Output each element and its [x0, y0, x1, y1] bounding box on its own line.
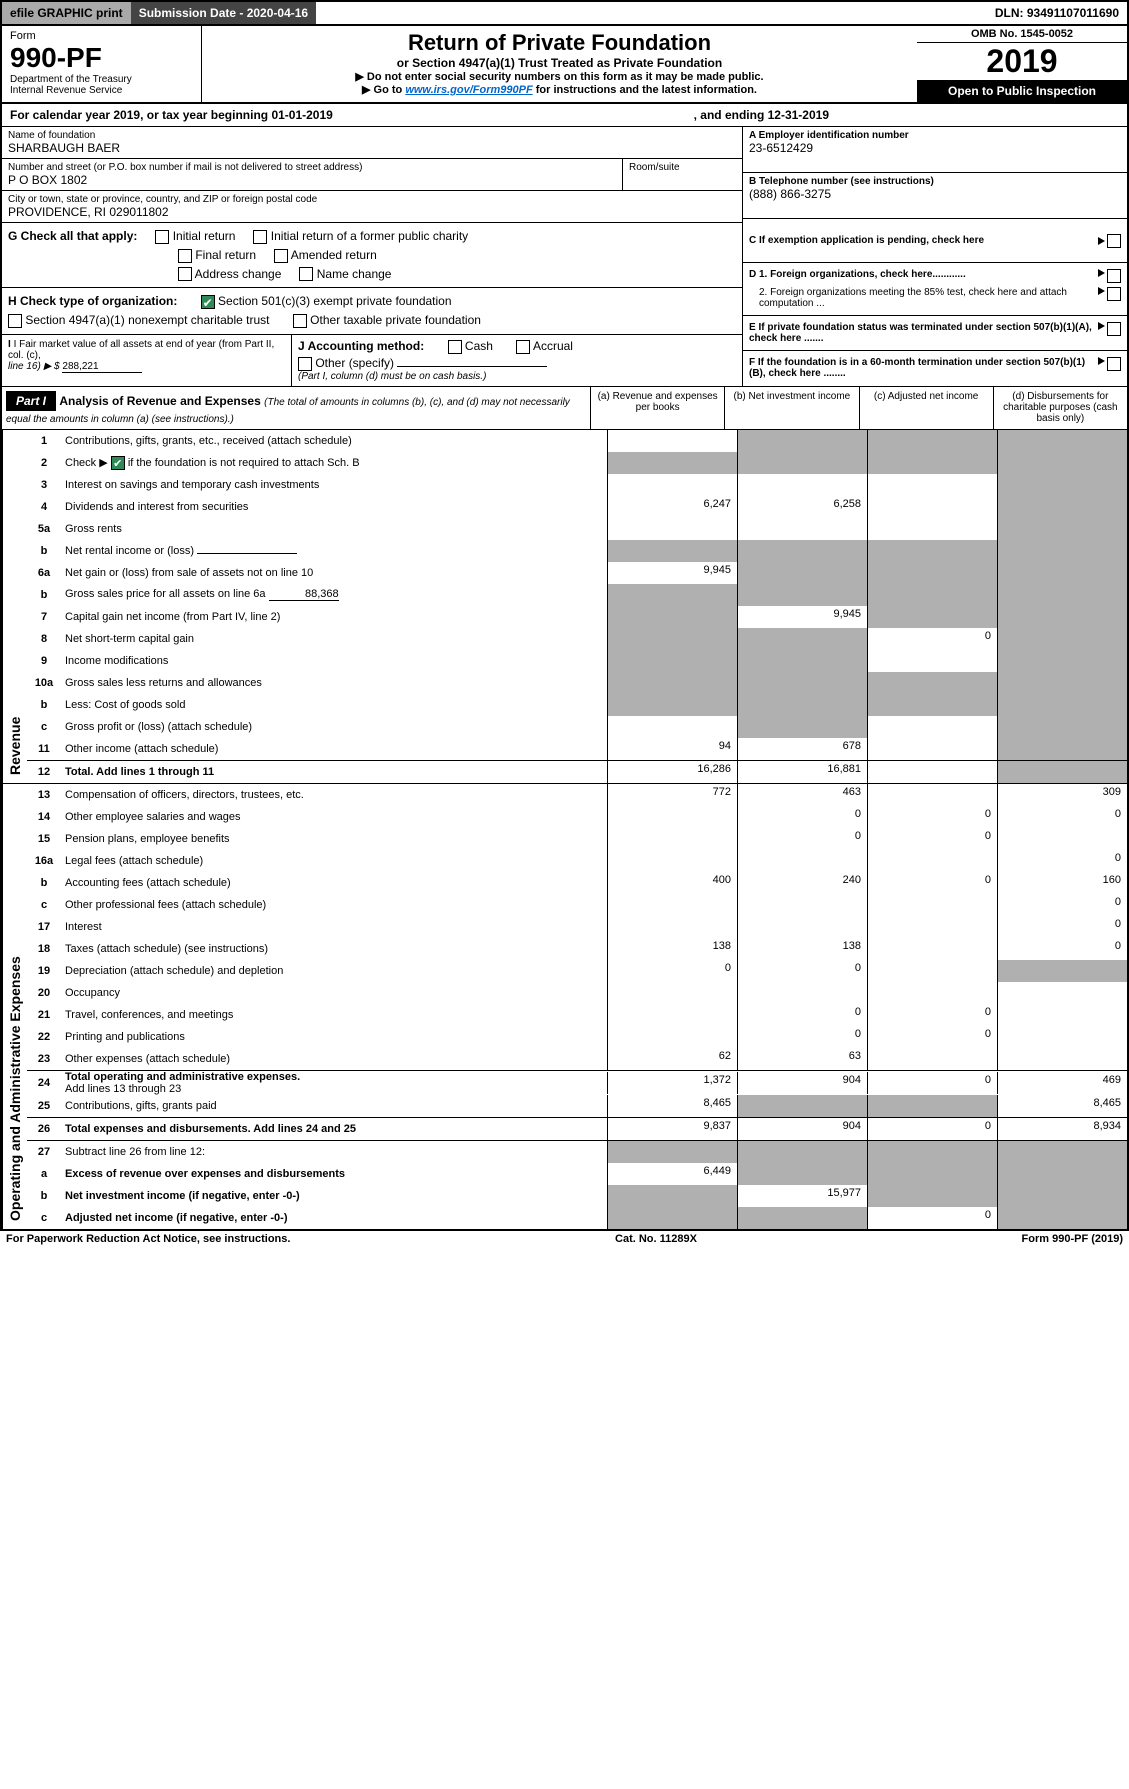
- amended-return-checkbox[interactable]: [274, 249, 288, 263]
- other-taxable-checkbox[interactable]: [293, 314, 307, 328]
- form-word: Form: [10, 30, 193, 42]
- address-change-checkbox[interactable]: [178, 267, 192, 281]
- d1-checkbox[interactable]: [1107, 269, 1121, 283]
- e-checkbox[interactable]: [1107, 322, 1121, 336]
- revenue-section: Revenue 1Contributions, gifts, grants, e…: [2, 430, 1127, 783]
- 4947a1-checkbox[interactable]: [8, 314, 22, 328]
- f-checkbox[interactable]: [1107, 357, 1121, 371]
- form-title: Return of Private Foundation: [206, 30, 913, 56]
- d2-label: 2. Foreign organizations meeting the 85%…: [749, 287, 1096, 309]
- f-label: F If the foundation is in a 60-month ter…: [749, 357, 1096, 379]
- tax-year: 2019: [917, 43, 1127, 80]
- j-label: J Accounting method:: [298, 339, 424, 353]
- a-ein-label: A Employer identification number: [749, 130, 1121, 141]
- instr-ssn: ▶ Do not enter social security numbers o…: [206, 70, 913, 83]
- part1-badge: Part I: [6, 391, 56, 411]
- initial-return-checkbox[interactable]: [155, 230, 169, 244]
- room-label: Room/suite: [622, 159, 742, 190]
- instr-goto: ▶ Go to www.irs.gov/Form990PF for instru…: [206, 83, 913, 96]
- city-label: City or town, state or province, country…: [8, 194, 736, 205]
- b-phone-value: (888) 866-3275: [749, 187, 1121, 201]
- addr-label: Number and street (or P.O. box number if…: [8, 162, 616, 173]
- irs-label: Internal Revenue Service: [10, 85, 193, 96]
- other-method-checkbox[interactable]: [298, 357, 312, 371]
- c-checkbox[interactable]: [1107, 234, 1121, 248]
- g-label: G Check all that apply:: [8, 229, 137, 243]
- topbar: efile GRAPHIC print Submission Date - 20…: [2, 2, 1127, 26]
- e-label: E If private foundation status was termi…: [749, 322, 1096, 344]
- page-footer: For Paperwork Reduction Act Notice, see …: [0, 1231, 1129, 1247]
- form-container: efile GRAPHIC print Submission Date - 20…: [0, 0, 1129, 1231]
- submission-date: Submission Date - 2020-04-16: [131, 2, 316, 24]
- paperwork-notice: For Paperwork Reduction Act Notice, see …: [6, 1233, 290, 1245]
- city-value: PROVIDENCE, RI 029011802: [8, 205, 736, 219]
- fmv-value: 288,221: [62, 361, 142, 373]
- cat-no: Cat. No. 11289X: [615, 1233, 697, 1245]
- name-change-checkbox[interactable]: [299, 267, 313, 281]
- i-label: I I Fair market value of all assets at e…: [8, 339, 285, 361]
- dln-label: DLN: 93491107011690: [987, 2, 1127, 24]
- expenses-section: Operating and Administrative Expenses 13…: [2, 783, 1127, 1229]
- col-b-header: (b) Net investment income: [724, 387, 858, 429]
- form-number: 990-PF: [10, 42, 193, 74]
- a-ein-value: 23-6512429: [749, 141, 1121, 155]
- b-phone-label: B Telephone number (see instructions): [749, 176, 1121, 187]
- c-exemption-label: C If exemption application is pending, c…: [749, 235, 1096, 246]
- schb-checkbox[interactable]: ✔: [111, 456, 125, 470]
- col-d-header: (d) Disbursements for charitable purpose…: [993, 387, 1127, 429]
- final-return-checkbox[interactable]: [178, 249, 192, 263]
- irs-link[interactable]: www.irs.gov/Form990PF: [405, 84, 532, 96]
- calendar-year-line: For calendar year 2019, or tax year begi…: [2, 104, 1127, 127]
- cash-checkbox[interactable]: [448, 340, 462, 354]
- foundation-name: SHARBAUGH BAER: [8, 141, 736, 155]
- open-to-public: Open to Public Inspection: [917, 80, 1127, 102]
- col-c-header: (c) Adjusted net income: [859, 387, 993, 429]
- form-subtitle: or Section 4947(a)(1) Trust Treated as P…: [206, 56, 913, 70]
- revenue-vertical-label: Revenue: [2, 430, 27, 783]
- initial-former-checkbox[interactable]: [253, 230, 267, 244]
- d1-label: D 1. Foreign organizations, check here..…: [749, 269, 1096, 283]
- accrual-checkbox[interactable]: [516, 340, 530, 354]
- form-header: Form 990-PF Department of the Treasury I…: [2, 26, 1127, 104]
- part1-title: Analysis of Revenue and Expenses: [59, 394, 260, 408]
- dept-treasury: Department of the Treasury: [10, 74, 193, 85]
- j-note: (Part I, column (d) must be on cash basi…: [298, 371, 736, 382]
- 501c3-checkbox-checked[interactable]: ✔: [201, 295, 215, 309]
- part1-header: Part I Analysis of Revenue and Expenses …: [2, 386, 1127, 430]
- h-label: H Check type of organization:: [8, 294, 177, 308]
- col-a-header: (a) Revenue and expenses per books: [590, 387, 724, 429]
- name-label: Name of foundation: [8, 130, 736, 141]
- omb-number: OMB No. 1545-0052: [917, 26, 1127, 43]
- expenses-vertical-label: Operating and Administrative Expenses: [2, 784, 27, 1229]
- efile-print-label[interactable]: efile GRAPHIC print: [2, 2, 131, 24]
- d2-checkbox[interactable]: [1107, 287, 1121, 301]
- addr-value: P O BOX 1802: [8, 173, 616, 187]
- form-footer-label: Form 990-PF (2019): [1022, 1233, 1123, 1245]
